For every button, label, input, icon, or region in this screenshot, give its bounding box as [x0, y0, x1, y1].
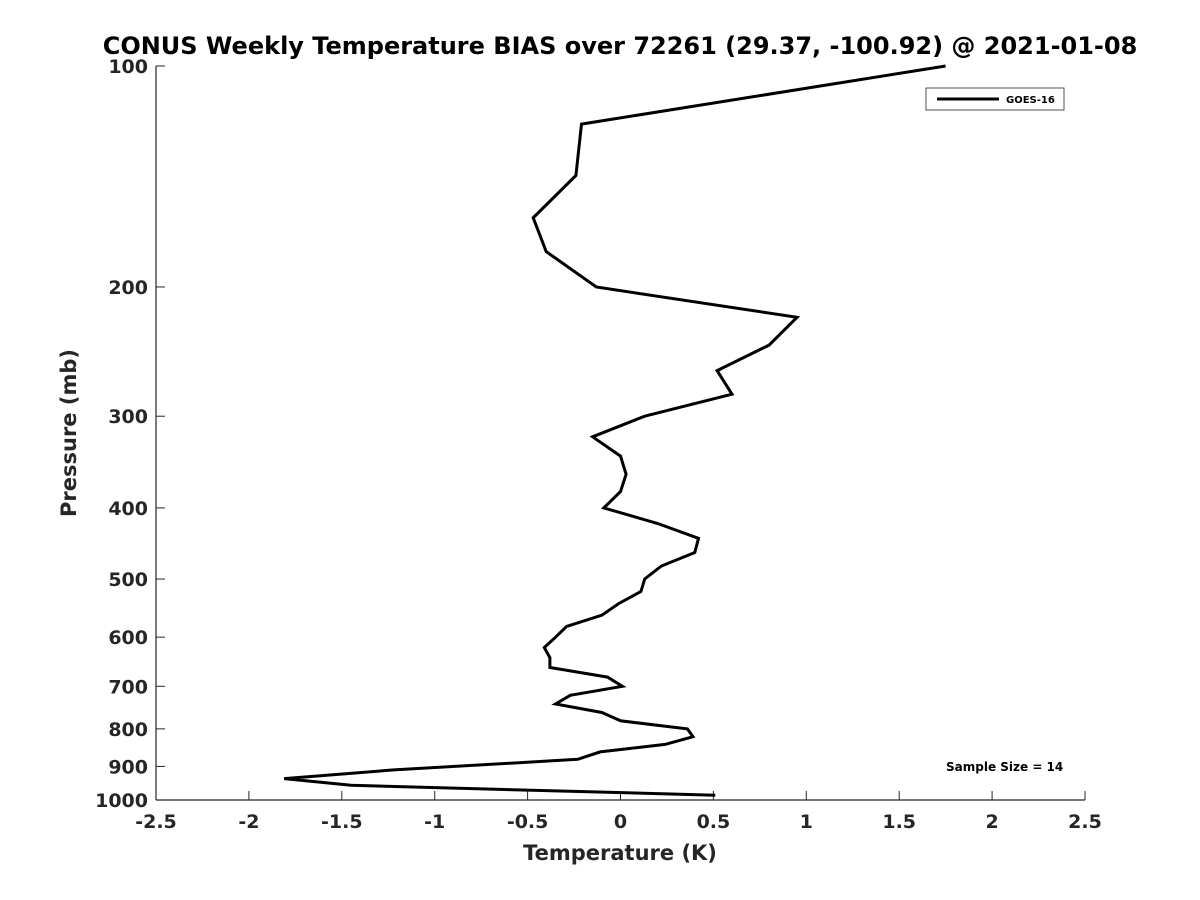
series-line-goes-16 [284, 64, 946, 797]
x-tick-label: 1.5 [882, 811, 916, 833]
x-tick-label: 0 [614, 811, 627, 833]
y-axis-label: Pressure (mb) [57, 349, 81, 517]
x-tick-label: -1 [424, 811, 445, 833]
x-axis-label: Temperature (K) [523, 841, 717, 865]
y-tick-label: 800 [108, 719, 148, 741]
x-tick-label: -1.5 [321, 811, 363, 833]
x-tick-label: 1 [800, 811, 813, 833]
sample-size-annotation: Sample Size = 14 [946, 760, 1063, 774]
y-ticks: 100 200 300 400 500 600 700 800 900 1000 [95, 56, 165, 812]
y-tick-label: 600 [108, 627, 148, 649]
legend: GOES-16 [925, 87, 1065, 111]
legend-label-goes-16: GOES-16 [1006, 95, 1055, 106]
y-tick-label: 900 [108, 756, 148, 778]
x-tick-label: -2.5 [135, 811, 177, 833]
x-tick-label: 2.5 [1068, 811, 1102, 833]
y-tick-label: 200 [108, 277, 148, 299]
x-tick-label: 2 [985, 811, 998, 833]
y-tick-label: 700 [108, 676, 148, 698]
x-ticks: -2.5 -2 -1.5 -1 -0.5 0 0.5 1 1.5 2 2.5 [135, 791, 1102, 833]
x-tick-label: 0.5 [697, 811, 731, 833]
chart-title: CONUS Weekly Temperature BIAS over 72261… [103, 32, 1138, 60]
y-tick-label: 300 [108, 406, 148, 428]
y-tick-label: 100 [108, 56, 148, 78]
series-layer [284, 64, 946, 797]
y-tick-label: 400 [108, 498, 148, 520]
x-tick-label: -0.5 [507, 811, 549, 833]
y-tick-label: 1000 [95, 790, 148, 812]
x-tick-label: -2 [238, 811, 259, 833]
y-tick-label: 500 [108, 569, 148, 591]
